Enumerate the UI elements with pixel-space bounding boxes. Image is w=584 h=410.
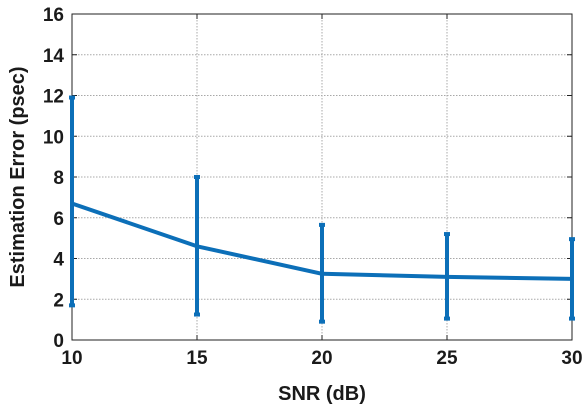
y-tick-labels: 0 2 4 6 8 10 12 14 16 bbox=[43, 5, 65, 352]
y-tick-label: 8 bbox=[53, 168, 64, 189]
x-tick-label: 20 bbox=[311, 348, 332, 369]
x-tick-label: 10 bbox=[61, 348, 82, 369]
x-tick-label: 25 bbox=[436, 348, 458, 369]
y-tick-label: 4 bbox=[53, 250, 64, 271]
series-line bbox=[71, 201, 573, 281]
y-tick-label: 6 bbox=[53, 209, 64, 230]
x-tick-label: 30 bbox=[561, 348, 582, 369]
y-tick-label: 2 bbox=[53, 290, 64, 311]
y-tick-label: 16 bbox=[43, 5, 64, 26]
y-tick-label: 0 bbox=[53, 331, 64, 352]
x-tick-label: 15 bbox=[186, 348, 208, 369]
y-axis-label: Estimation Error (psec) bbox=[7, 66, 29, 287]
x-axis-label: SNR (dB) bbox=[278, 383, 366, 405]
y-tick-label: 10 bbox=[43, 127, 64, 148]
y-tick-label: 14 bbox=[43, 46, 65, 67]
x-tick-labels: 10 15 20 25 30 bbox=[61, 348, 582, 369]
y-tick-label: 12 bbox=[43, 87, 64, 108]
